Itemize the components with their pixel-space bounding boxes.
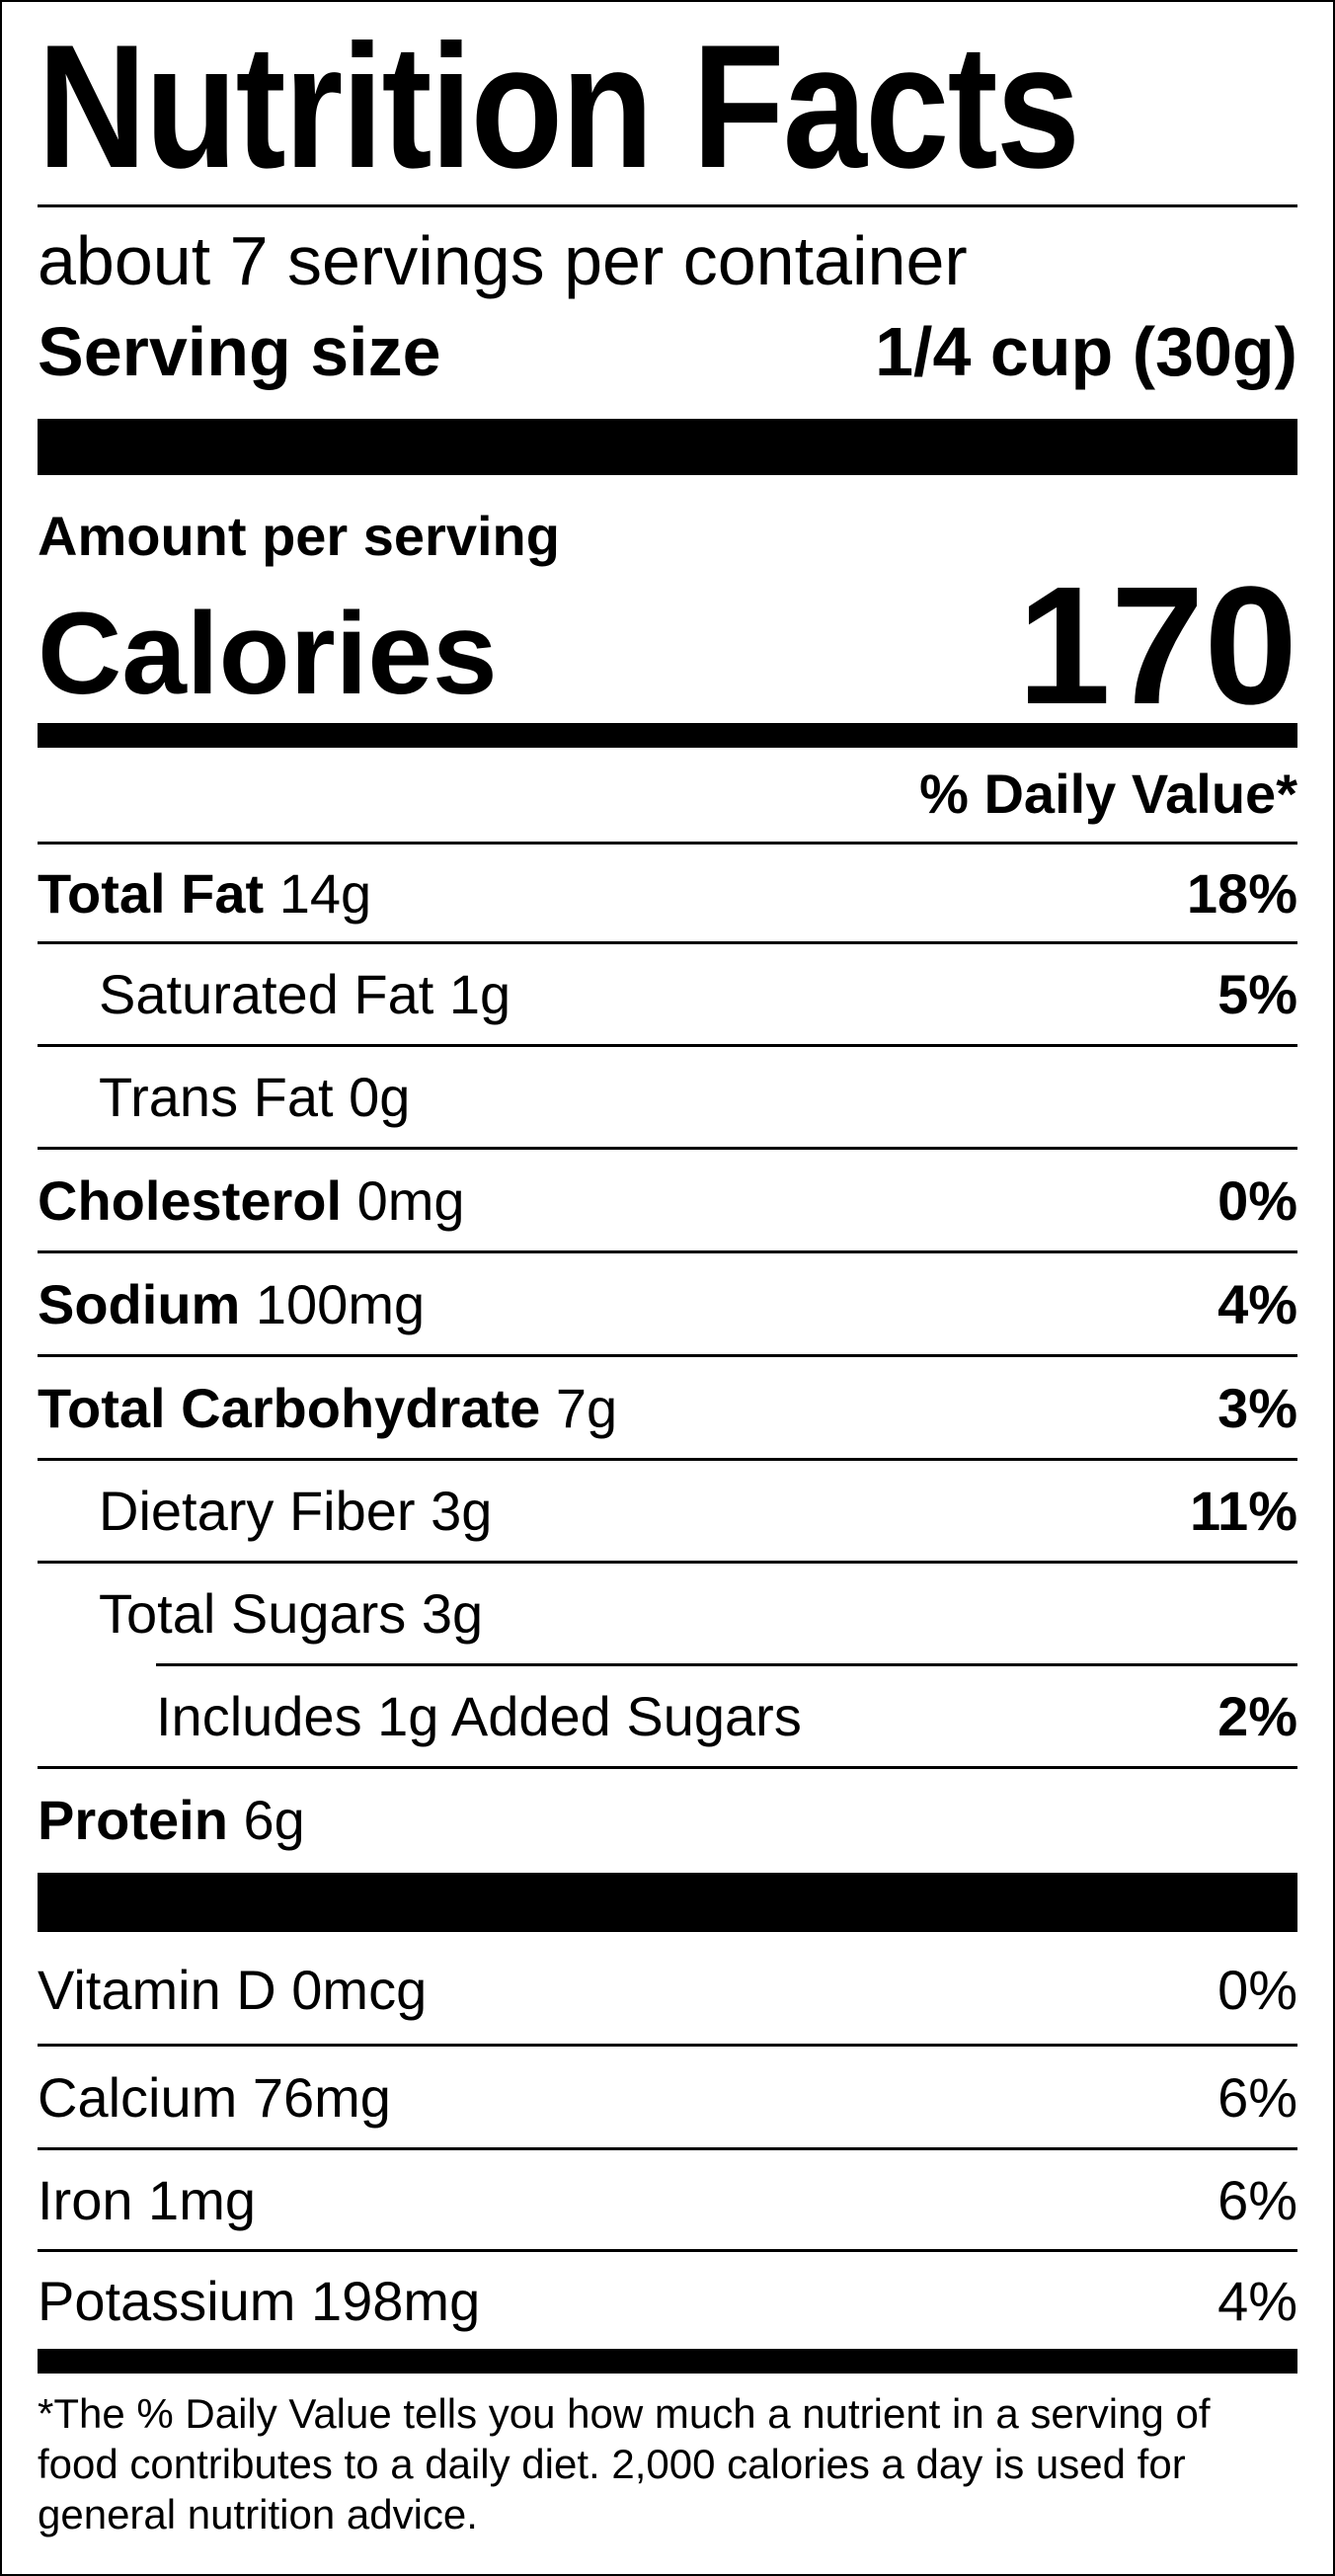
nutrient-name: Total Sugars [99, 1582, 407, 1645]
divider-medium [38, 723, 1297, 748]
amount-per-serving: Amount per serving [38, 505, 560, 567]
divider-medium [38, 2349, 1297, 2374]
nutrient-amount: 7g [555, 1376, 618, 1439]
nutrient-amount: 0mg [356, 1168, 465, 1232]
serving-size-label: Serving size [38, 313, 441, 390]
vitamin-dv: 4% [1217, 2269, 1297, 2332]
nutrient-row-dietary-fiber: Dietary Fiber 3g 11% [38, 1461, 1297, 1561]
label-title: Nutrition Facts [38, 18, 1297, 196]
vitamin-row-vitamin-d: Vitamin D 0mcg 0% [38, 1936, 1297, 2043]
nutrient-row-saturated-fat: Saturated Fat 1g 5% [38, 944, 1297, 1044]
nutrient-dv: 11% [1190, 1480, 1297, 1542]
nutrient-row-trans-fat: Trans Fat 0g [38, 1047, 1297, 1147]
nutrient-dv: 4% [1217, 1272, 1297, 1335]
divider [38, 1561, 1297, 1564]
nutrient-amount: 1g [448, 963, 511, 1025]
vitamin-name: Iron 1mg [38, 2168, 256, 2231]
nutrient-name: Includes 1g Added Sugars [156, 1685, 802, 1747]
vitamin-name: Calcium 76mg [38, 2065, 391, 2129]
nutrient-name: Protein [38, 1788, 228, 1851]
vitamin-dv: 6% [1217, 2168, 1297, 2231]
nutrient-row-sodium: Sodium 100mg 4% [38, 1253, 1297, 1354]
vitamin-row-calcium: Calcium 76mg 6% [38, 2047, 1297, 2147]
nutrient-name: Total Fat [38, 861, 265, 925]
calories-value: 170 [1017, 552, 1297, 740]
nutrient-name: Dietary Fiber [99, 1480, 416, 1542]
nutrient-dv: 18% [1186, 861, 1297, 925]
vitamin-dv: 0% [1217, 1958, 1297, 2021]
divider [38, 1147, 1297, 1150]
serving-size-value: 1/4 cup (30g) [875, 313, 1297, 390]
calories-row: Calories 170 [38, 553, 1297, 735]
nutrient-amount: 3g [431, 1480, 493, 1542]
nutrient-name: Cholesterol [38, 1168, 343, 1232]
vitamin-row-potassium: Potassium 198mg 4% [38, 2252, 1297, 2349]
vitamin-row-iron: Iron 1mg 6% [38, 2150, 1297, 2249]
divider [38, 1458, 1297, 1461]
nutrient-dv: 2% [1217, 1685, 1297, 1747]
nutrient-row-cholesterol: Cholesterol 0mg 0% [38, 1150, 1297, 1250]
divider [38, 941, 1297, 944]
divider [38, 2044, 1297, 2047]
nutrient-name: Trans Fat [99, 1066, 334, 1128]
divider [38, 1250, 1297, 1253]
nutrient-amount: 100mg [255, 1272, 426, 1335]
nutrient-row-protein: Protein 6g [38, 1769, 1297, 1870]
nutrient-name: Sodium [38, 1272, 241, 1335]
divider [38, 2147, 1297, 2150]
nutrient-row-total-fat: Total Fat 14g 18% [38, 845, 1297, 941]
divider-thin [38, 204, 1297, 207]
nutrient-amount: 3g [421, 1582, 484, 1645]
nutrient-dv: 5% [1217, 963, 1297, 1025]
serving-size: Serving size 1/4 cup (30g) [38, 310, 1297, 393]
vitamin-name: Vitamin D 0mcg [38, 1958, 428, 2021]
nutrient-amount: 0g [349, 1066, 411, 1128]
servings-per-container: about 7 servings per container [38, 222, 968, 299]
divider [38, 1766, 1297, 1769]
divider [156, 1663, 1297, 1666]
daily-value-header: % Daily Value* [919, 763, 1297, 825]
nutrient-dv: 3% [1217, 1376, 1297, 1439]
divider [38, 1044, 1297, 1047]
nutrient-amount: 6g [243, 1788, 305, 1851]
divider-thick [38, 1873, 1297, 1932]
title-text: Nutrition Facts [38, 8, 1080, 204]
nutrient-dv: 0% [1217, 1168, 1297, 1232]
vitamin-name: Potassium 198mg [38, 2269, 481, 2332]
nutrient-row-added-sugars: Includes 1g Added Sugars 2% [38, 1666, 1297, 1766]
nutrient-row-total-carbohydrate: Total Carbohydrate 7g 3% [38, 1357, 1297, 1458]
divider [38, 2249, 1297, 2252]
calories-label: Calories [38, 589, 498, 719]
divider-thick [38, 419, 1297, 475]
nutrient-name: Saturated Fat [99, 963, 434, 1025]
divider [38, 1354, 1297, 1357]
footnote: *The % Daily Value tells you how much a … [38, 2390, 1211, 2537]
divider [38, 842, 1297, 845]
vitamin-dv: 6% [1217, 2065, 1297, 2129]
nutrient-name: Total Carbohydrate [38, 1376, 541, 1439]
nutrient-amount: 14g [278, 861, 372, 925]
nutrient-row-total-sugars: Total Sugars 3g [38, 1564, 1297, 1663]
